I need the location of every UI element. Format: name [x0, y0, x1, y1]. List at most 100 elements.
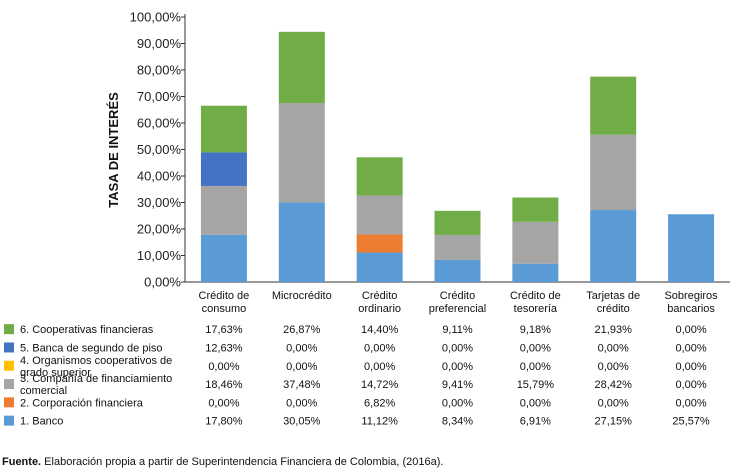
data-table-cell: 25,57% — [672, 416, 710, 428]
data-table-cell: 28,42% — [595, 379, 633, 391]
y-tick-label: 100,00% — [130, 10, 182, 25]
category-label-line: preferencial — [429, 303, 486, 315]
legend-label-line: 6. Cooperativas financieras — [20, 324, 154, 336]
bar-segment — [279, 32, 325, 103]
legend-swatch — [4, 379, 14, 389]
bar-segment — [201, 152, 247, 185]
source-note: Fuente. Elaboración propia a partir de S… — [2, 456, 443, 468]
bar-segment — [590, 135, 636, 210]
bar-segment — [357, 234, 403, 252]
y-tick-label: 10,00% — [137, 248, 182, 263]
category-label-line: crédito — [597, 303, 630, 315]
bar-segment — [512, 198, 558, 222]
data-table-cell: 18,46% — [205, 379, 243, 391]
y-tick-label: 30,00% — [137, 195, 182, 210]
bar-segment — [435, 211, 481, 235]
category-label-line: Crédito — [362, 290, 397, 302]
legend-swatch — [4, 324, 14, 334]
bar-segment — [357, 195, 403, 234]
data-table-cell: 0,00% — [598, 397, 629, 409]
bar-segment — [357, 157, 403, 195]
bar-segment — [201, 106, 247, 153]
data-table-cell: 0,00% — [286, 342, 317, 354]
legend-label: 1. Banco — [20, 416, 63, 428]
data-table-cell: 0,00% — [675, 342, 706, 354]
data-table-cell: 12,63% — [205, 342, 243, 354]
data-table-cell: 0,00% — [520, 397, 551, 409]
category-label: Crédito de consumo — [199, 290, 250, 315]
category-label-line: Crédito — [440, 290, 475, 302]
y-tick-label: 40,00% — [137, 169, 182, 184]
data-table-cell: 0,00% — [208, 397, 239, 409]
bar-segment — [357, 253, 403, 282]
bar-segment — [279, 202, 325, 282]
data-table-cell: 6,91% — [520, 416, 551, 428]
data-table-cell: 0,00% — [442, 361, 473, 373]
legend-label: 6. Cooperativas financieras — [20, 324, 154, 336]
source-text: Elaboración propia a partir de Superinte… — [41, 456, 443, 468]
y-tick-label: 0,00% — [144, 275, 181, 290]
bar-segment — [435, 235, 481, 260]
y-tick-labels: 0,00% 10,00% 20,00% 30,00% 40,00% 50,00% 60,00… — [130, 10, 182, 290]
category-label-line: consumo — [202, 303, 247, 315]
category-label-line: tesorería — [514, 303, 558, 315]
legend-label-line: comercial — [20, 385, 67, 397]
legend-label-line: 3. Compañía de financiamiento — [20, 373, 172, 385]
data-table-cell: 14,40% — [361, 324, 399, 336]
category-label: Microcrédito — [272, 290, 332, 302]
legend-label: 2. Corporación financiera — [20, 397, 144, 409]
category-label: Crédito preferencial — [429, 290, 486, 315]
y-tick-label: 20,00% — [137, 222, 182, 237]
bar-segment — [512, 264, 558, 282]
data-table-cell: 15,79% — [517, 379, 555, 391]
legend-swatch — [4, 416, 14, 426]
data-table-cell: 21,93% — [595, 324, 633, 336]
data-table-cell: 0,00% — [364, 342, 395, 354]
data-table-cell: 0,00% — [520, 361, 551, 373]
data-table-cell: 9,41% — [442, 379, 473, 391]
category-label: Sobregiros bancarios — [664, 290, 718, 315]
chart-bars — [201, 32, 714, 282]
y-tick-label: 80,00% — [137, 63, 182, 78]
data-table: 6. Cooperativas financieras 17,63% 26,87% 1… — [4, 324, 710, 428]
category-label: Tarjetas de crédito — [586, 290, 640, 315]
data-table-cell: 0,00% — [675, 324, 706, 336]
data-table-cell: 0,00% — [442, 397, 473, 409]
category-label-line: ordinario — [358, 303, 401, 315]
bar-segment — [590, 77, 636, 135]
data-table-cell: 8,34% — [442, 416, 473, 428]
data-table-cell: 0,00% — [208, 361, 239, 373]
legend-swatch — [4, 397, 14, 407]
y-axis-title: TASA DE INTERÉS — [106, 92, 121, 208]
bar-segment — [201, 186, 247, 235]
legend-label: 5. Banca de segundo de piso — [20, 342, 163, 354]
data-table-cell: 0,00% — [520, 342, 551, 354]
y-tick-label: 90,00% — [137, 36, 182, 51]
legend-swatch — [4, 342, 14, 352]
legend-label: 3. Compañía de financiamiento comercial — [20, 373, 172, 397]
data-table-cell: 0,00% — [598, 361, 629, 373]
category-label: Crédito ordinario — [358, 290, 401, 315]
data-table-cell: 26,87% — [283, 324, 321, 336]
data-table-cell: 11,12% — [361, 416, 398, 428]
y-tick-label: 50,00% — [137, 142, 182, 157]
bar-segment — [201, 235, 247, 282]
data-table-cell: 0,00% — [675, 379, 706, 391]
category-label: Crédito de tesorería — [510, 290, 561, 315]
legend-label-line: 2. Corporación financiera — [20, 397, 144, 409]
data-table-cell: 0,00% — [286, 361, 317, 373]
bar-segment — [512, 222, 558, 264]
y-tick-label: 60,00% — [137, 116, 182, 131]
data-table-cell: 0,00% — [286, 397, 317, 409]
data-table-cell: 17,80% — [205, 416, 243, 428]
data-table-cell: 30,05% — [283, 416, 321, 428]
legend-label-line: 4. Organismos cooperativos de — [20, 355, 172, 367]
data-table-cell: 37,48% — [283, 379, 321, 391]
category-label-line: Sobregiros — [664, 290, 718, 302]
bar-segment — [435, 260, 481, 282]
y-tick-label: 70,00% — [137, 89, 182, 104]
legend-label-line: 1. Banco — [20, 416, 63, 428]
data-table-cell: 14,72% — [361, 379, 399, 391]
